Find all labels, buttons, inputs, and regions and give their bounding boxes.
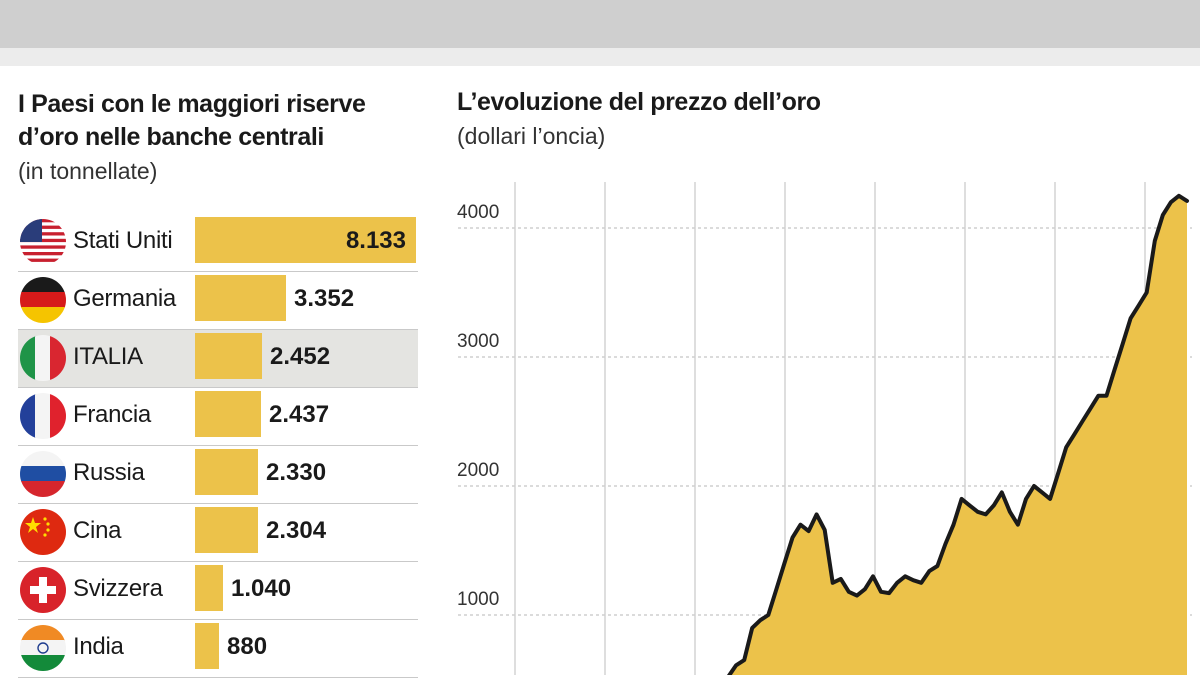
reserves-value: 2.330 xyxy=(266,459,327,486)
reserves-bar xyxy=(195,565,223,611)
usa-flag-icon xyxy=(20,219,66,265)
header-separator xyxy=(0,48,1200,66)
country-label: Russia xyxy=(73,459,145,486)
reserves-value: 880 xyxy=(227,633,268,660)
reserves-bar xyxy=(195,333,262,379)
reserves-row: Stati Uniti 8.133 xyxy=(18,214,418,272)
reserves-value: 3.352 xyxy=(294,285,355,312)
country-label: Svizzera xyxy=(73,575,163,602)
price-line xyxy=(726,193,1189,675)
switzerland-flag-icon xyxy=(20,567,66,613)
germany-flag-icon xyxy=(20,277,66,323)
reserves-row: ITALIA 2.452 xyxy=(18,330,418,388)
russia-flag-icon xyxy=(20,451,66,497)
reserves-row: Russia 2.330 xyxy=(18,446,418,504)
reserves-value: 2.437 xyxy=(269,401,330,428)
reserves-bar xyxy=(195,275,286,321)
y-tick-label: 3000 xyxy=(457,331,499,352)
price-subtitle: (dollari l’oncia) xyxy=(457,123,606,149)
reserves-value: 8.133 xyxy=(345,227,406,254)
india-flag-icon xyxy=(20,625,66,671)
country-label: Francia xyxy=(73,401,151,428)
reserves-row: India 880 xyxy=(18,620,418,678)
reserves-value: 1.040 xyxy=(231,575,292,602)
reserves-bar xyxy=(195,449,258,495)
reserves-row: Germania 3.352 xyxy=(18,272,418,330)
china-flag-icon xyxy=(20,509,66,555)
france-flag-icon xyxy=(20,393,66,439)
reserves-row: Cina 2.304 xyxy=(18,504,418,562)
italy-flag-icon xyxy=(20,335,66,381)
reserves-bar xyxy=(195,391,261,437)
reserves-bar xyxy=(195,623,219,669)
country-label: Stati Uniti xyxy=(73,227,173,254)
price-area xyxy=(720,195,1187,675)
reserves-title: I Paesi con le maggiori riserve d’oro ne… xyxy=(18,90,366,151)
reserves-bar xyxy=(195,217,416,263)
price-title: L’evoluzione del prezzo dell’oro xyxy=(457,88,821,116)
reserves-row: Svizzera 1.040 xyxy=(18,562,418,620)
y-tick-label: 4000 xyxy=(457,202,499,223)
country-label: ITALIA xyxy=(73,343,143,370)
reserves-value: 2.452 xyxy=(270,343,331,370)
reserves-value: 2.304 xyxy=(266,517,327,544)
country-label: Germania xyxy=(73,285,176,312)
y-tick-label: 1000 xyxy=(457,589,499,610)
header-band xyxy=(0,0,1200,48)
reserves-row: Francia 2.437 xyxy=(18,388,418,446)
y-tick-label: 2000 xyxy=(457,460,499,481)
reserves-bar xyxy=(195,507,258,553)
country-label: Cina xyxy=(73,517,122,544)
country-label: India xyxy=(73,633,124,660)
reserves-subtitle: (in tonnellate) xyxy=(18,158,158,184)
reserves-bar-chart: Stati Uniti 8.133 Germania 3.352 ITALIA 2.452… xyxy=(18,214,418,678)
